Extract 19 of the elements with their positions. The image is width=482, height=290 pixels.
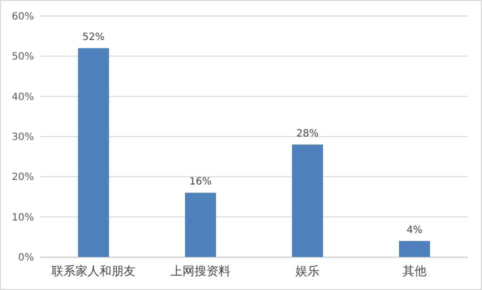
bar bbox=[184, 192, 216, 257]
data-label: 16% bbox=[189, 176, 212, 188]
y-tick-label: 0% bbox=[18, 252, 34, 264]
x-tick-label: 其他 bbox=[402, 264, 426, 278]
x-tick-label: 联系家人和朋友 bbox=[52, 264, 136, 278]
y-tick-label: 40% bbox=[12, 92, 34, 103]
data-label: 52% bbox=[82, 32, 105, 44]
y-tick-label: 10% bbox=[12, 212, 34, 224]
y-tick-label: 30% bbox=[12, 132, 34, 143]
bar bbox=[78, 48, 110, 257]
y-tick-label: 60% bbox=[12, 12, 34, 22]
bar bbox=[398, 240, 430, 257]
x-tick-label: 上网搜资料 bbox=[170, 264, 230, 278]
y-tick-label: 50% bbox=[12, 52, 34, 63]
bar bbox=[292, 144, 324, 257]
data-label: 4% bbox=[406, 224, 422, 236]
y-tick-label: 20% bbox=[12, 172, 34, 184]
x-tick-label: 娱乐 bbox=[296, 264, 320, 278]
data-label: 28% bbox=[296, 128, 319, 140]
